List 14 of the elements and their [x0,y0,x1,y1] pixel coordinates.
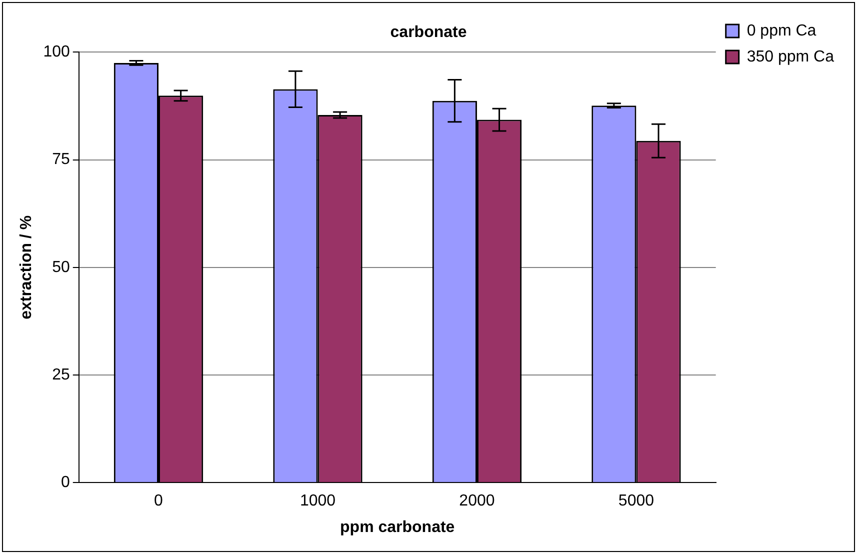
x-tick-label: 0 [154,492,164,510]
x-tick-label: 2000 [459,492,495,510]
legend-label: 0 ppm Ca [746,22,816,40]
y-tick-label: 25 [52,366,70,384]
y-tick-label: 100 [43,44,70,61]
y-axis-title: extraction / % [18,215,36,320]
y-tick-label: 75 [52,151,70,168]
x-tick-label: 5000 [618,492,654,510]
x-tick-label: 1000 [300,492,336,510]
y-tick-label: 0 [60,474,70,492]
legend-label: 350 ppm Ca [746,48,834,66]
x-axis-title: ppm carbonate [340,518,455,536]
chart-title: carbonate [390,24,467,42]
y-tick-label: 50 [52,258,70,276]
